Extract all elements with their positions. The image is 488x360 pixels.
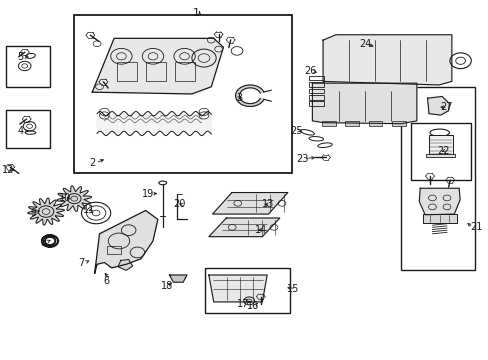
Bar	[309, 82, 324, 87]
Polygon shape	[118, 260, 132, 270]
Polygon shape	[212, 193, 287, 214]
Text: 6: 6	[103, 276, 110, 286]
Bar	[322, 121, 335, 126]
Text: 26: 26	[304, 66, 316, 76]
Polygon shape	[97, 112, 211, 135]
Text: 11: 11	[82, 206, 95, 216]
Text: 3: 3	[236, 93, 242, 103]
Polygon shape	[208, 275, 266, 302]
Bar	[106, 246, 121, 253]
Text: 16: 16	[246, 301, 259, 311]
Text: 5: 5	[18, 52, 24, 62]
Bar	[345, 121, 358, 126]
Text: 25: 25	[289, 126, 302, 135]
Text: 4: 4	[18, 126, 24, 136]
Text: 15: 15	[286, 284, 299, 294]
Bar	[205, 268, 289, 313]
Text: 14: 14	[255, 225, 267, 235]
Bar	[116, 62, 137, 81]
Bar	[425, 154, 454, 157]
Bar	[74, 15, 292, 173]
Text: 23: 23	[295, 154, 308, 164]
Polygon shape	[235, 85, 264, 107]
Polygon shape	[208, 218, 279, 237]
Text: 17: 17	[236, 299, 248, 309]
Bar	[391, 121, 405, 126]
Bar	[422, 214, 456, 223]
Polygon shape	[57, 186, 91, 211]
Text: 1: 1	[193, 8, 200, 18]
Text: 19: 19	[142, 189, 154, 199]
Text: 2: 2	[89, 158, 95, 168]
Text: 12: 12	[2, 165, 14, 175]
Text: 24: 24	[358, 40, 371, 49]
Bar	[6, 45, 50, 87]
Polygon shape	[95, 211, 158, 273]
Text: 8: 8	[41, 238, 47, 248]
Text: 10: 10	[59, 193, 71, 203]
Polygon shape	[312, 83, 416, 124]
Polygon shape	[28, 198, 64, 225]
Text: 9: 9	[30, 208, 36, 218]
Bar	[368, 121, 382, 126]
Text: 13: 13	[262, 199, 274, 210]
Polygon shape	[92, 39, 223, 94]
Bar	[309, 95, 324, 100]
Bar	[309, 102, 324, 106]
Bar	[427, 135, 452, 155]
Text: 7: 7	[78, 258, 84, 268]
Text: 21: 21	[469, 222, 481, 232]
Polygon shape	[323, 35, 451, 85]
Bar	[400, 87, 474, 270]
Text: 20: 20	[173, 199, 185, 210]
Bar	[309, 76, 324, 80]
Text: 18: 18	[160, 281, 172, 291]
Polygon shape	[169, 275, 186, 282]
Bar	[410, 123, 470, 180]
Text: 22: 22	[436, 145, 449, 156]
Text: 27: 27	[439, 102, 451, 112]
Polygon shape	[427, 96, 448, 115]
Polygon shape	[418, 188, 459, 215]
Bar	[175, 62, 195, 81]
Bar	[309, 89, 324, 93]
Bar	[145, 62, 166, 81]
Bar	[6, 110, 50, 148]
